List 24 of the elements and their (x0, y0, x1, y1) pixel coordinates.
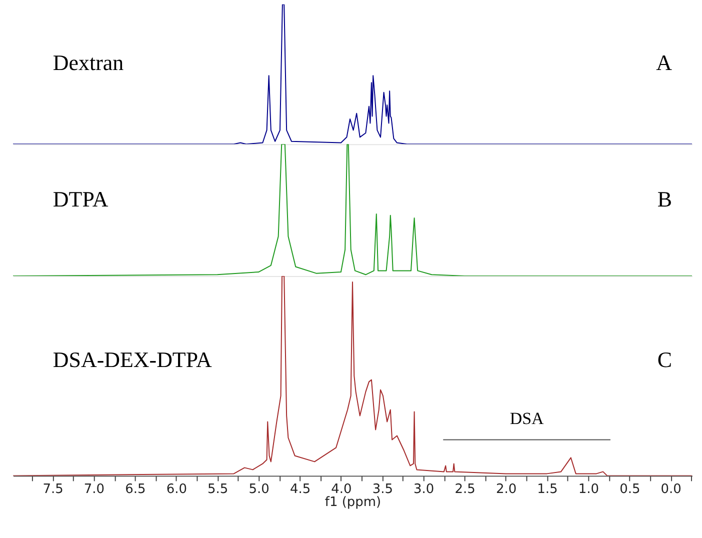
x-tick-label: 2.5 (454, 482, 476, 498)
x-tick-label: 6.5 (125, 482, 146, 498)
x-tick-label: 0.5 (620, 482, 640, 498)
x-tick-label: 5.5 (208, 482, 228, 498)
x-tick-label: 3.5 (372, 482, 393, 498)
x-tick-label: 4.0 (331, 482, 352, 498)
annotation: B (657, 186, 672, 212)
x-tick-label: 7.5 (42, 482, 64, 498)
x-tick-label: 7.0 (84, 482, 105, 498)
x-tick-label: 2.0 (496, 482, 517, 498)
annotation: Dextran (52, 50, 124, 76)
annotation: DTPA (52, 186, 108, 212)
annotation: DSA-DEX-DTPA (52, 346, 212, 372)
annotation: A (656, 50, 672, 76)
x-tick-label: 3.0 (414, 482, 434, 498)
annotation: C (657, 346, 672, 372)
x-axis-title: f1 (ppm) (324, 495, 382, 510)
annotation: DSA (510, 408, 545, 428)
x-tick-label: 5.0 (248, 482, 270, 498)
x-tick-label: 1.5 (537, 482, 558, 498)
x-tick-label: 1.0 (578, 482, 599, 498)
x-tick-label: 6.0 (166, 482, 187, 498)
x-tick-label: 0.0 (660, 482, 682, 498)
x-tick-label: 4.5 (290, 482, 311, 498)
